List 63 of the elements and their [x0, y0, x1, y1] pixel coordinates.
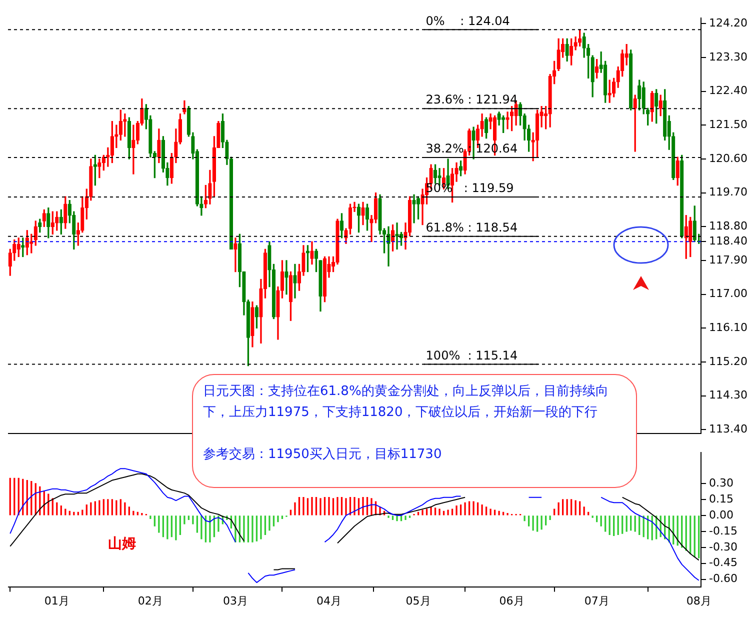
annotation: 山姆	[108, 535, 136, 553]
y-tick-label: 121.50	[709, 118, 748, 131]
y-tick-label: 0.00	[709, 508, 734, 522]
y-tick-label: 117.00	[709, 287, 748, 300]
y-tick-label: 0.30	[709, 476, 734, 490]
x-tick-label: 04月	[316, 594, 342, 608]
candlestick	[484, 117, 488, 139]
candlestick	[672, 132, 676, 180]
candlestick	[386, 226, 390, 266]
y-tick-label: -0.15	[709, 524, 738, 538]
candlestick	[590, 55, 594, 98]
candlestick	[365, 204, 370, 231]
x-tick-label: 08月	[686, 594, 712, 608]
y-tick-label: 0.15	[709, 492, 734, 506]
ref-line-label: 61.8% : 118.54	[426, 220, 518, 235]
candlestick	[127, 117, 131, 160]
y-tick-label: 114.30	[709, 388, 748, 402]
x-tick-label: 05月	[406, 594, 431, 608]
y-tick-label: -0.45	[709, 556, 738, 570]
x-tick-label: 03月	[222, 594, 248, 608]
x-tick-label: 06月	[499, 594, 524, 608]
rounded-box: 日元天图：支持位在61.8%的黄金分割处，向上反弹以后，目前持续向下，上压力11975，下支持11820，下破位以后，开始新一段的下行 参考交易：11950买入日元，目标11730	[192, 374, 637, 488]
ref-line-label: 0% : 124.04	[426, 14, 510, 28]
candlestick	[586, 44, 590, 78]
ref-line-label: 23.6% : 121.94	[426, 92, 518, 107]
y-tick-label: 123.30	[709, 50, 748, 64]
y-tick-label: 118.80	[709, 220, 748, 232]
candlestick	[378, 194, 382, 234]
candlestick	[565, 38, 569, 62]
candlestick	[306, 245, 310, 272]
candlestick	[293, 264, 297, 298]
candlestick	[318, 260, 322, 312]
y-tick-label: 119.70	[709, 186, 748, 199]
candlestick	[284, 260, 288, 295]
candlestick	[416, 196, 420, 220]
annotation: 日元天图：支持位在61.8%的黄金分割处，向上反弹以后，目前持续向下，上压力11975，下支持11820，下破位以后，开始新一段的下行	[203, 383, 610, 422]
candlestick	[395, 222, 399, 250]
candlestick	[497, 112, 501, 126]
y-tick-label: 122.40	[709, 84, 748, 98]
candlestick	[314, 248, 318, 272]
y-tick-label: 115.20	[709, 354, 748, 368]
candlestick	[458, 160, 463, 176]
y-tick-label: -0.60	[709, 572, 738, 586]
y-tick-label: 117.90	[709, 253, 748, 266]
candlestick	[93, 154, 97, 186]
candlestick	[582, 32, 586, 58]
y-tick-label: 120.60	[709, 152, 748, 165]
y-tick-label: -0.30	[709, 540, 738, 554]
x-tick-label: 07月	[584, 594, 610, 608]
y-tick-label: 113.40	[709, 422, 748, 436]
x-tick-label: 01月	[44, 594, 70, 608]
candlestick	[642, 82, 646, 114]
candlestick	[38, 218, 42, 233]
x-tick-label: 02月	[138, 594, 163, 608]
annotation: 参考交易：11950买入日元，目标11730	[203, 446, 443, 464]
y-tick-label: 118.40	[709, 234, 748, 248]
ref-line-label: 100% : 115.14	[426, 348, 518, 362]
candlestick	[629, 50, 633, 110]
candlestick	[604, 60, 608, 103]
y-tick-label: 116.10	[709, 321, 748, 334]
y-tick-label: 124.20	[709, 16, 748, 30]
candlestick	[501, 115, 506, 133]
candlestick	[412, 194, 416, 224]
